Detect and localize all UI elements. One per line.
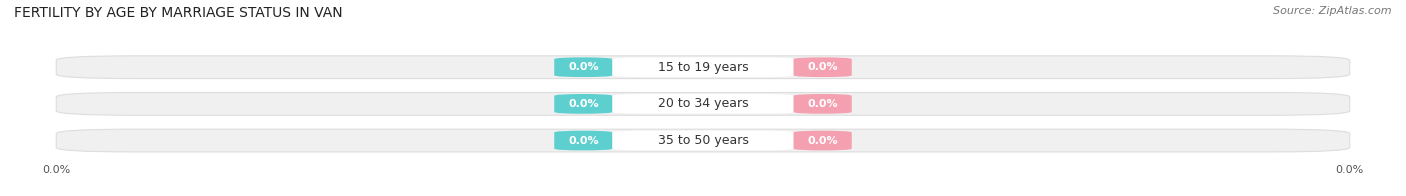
Text: 0.0%: 0.0%: [568, 99, 599, 109]
FancyBboxPatch shape: [554, 94, 613, 114]
FancyBboxPatch shape: [613, 94, 793, 114]
FancyBboxPatch shape: [793, 131, 852, 151]
Text: 0.0%: 0.0%: [568, 62, 599, 72]
Text: 0.0%: 0.0%: [807, 99, 838, 109]
Text: 20 to 34 years: 20 to 34 years: [658, 97, 748, 110]
FancyBboxPatch shape: [613, 131, 793, 151]
Text: 0.0%: 0.0%: [807, 136, 838, 146]
Text: 35 to 50 years: 35 to 50 years: [658, 134, 748, 147]
Text: 15 to 19 years: 15 to 19 years: [658, 61, 748, 74]
FancyBboxPatch shape: [613, 57, 793, 77]
FancyBboxPatch shape: [554, 57, 613, 77]
FancyBboxPatch shape: [56, 93, 1350, 115]
Text: 0.0%: 0.0%: [568, 136, 599, 146]
Legend: Married, Unmarried: Married, Unmarried: [620, 191, 786, 196]
Text: FERTILITY BY AGE BY MARRIAGE STATUS IN VAN: FERTILITY BY AGE BY MARRIAGE STATUS IN V…: [14, 6, 343, 20]
FancyBboxPatch shape: [793, 57, 852, 77]
FancyBboxPatch shape: [56, 129, 1350, 152]
Text: Source: ZipAtlas.com: Source: ZipAtlas.com: [1274, 6, 1392, 16]
Text: 0.0%: 0.0%: [807, 62, 838, 72]
FancyBboxPatch shape: [793, 94, 852, 114]
FancyBboxPatch shape: [554, 131, 613, 151]
FancyBboxPatch shape: [56, 56, 1350, 79]
